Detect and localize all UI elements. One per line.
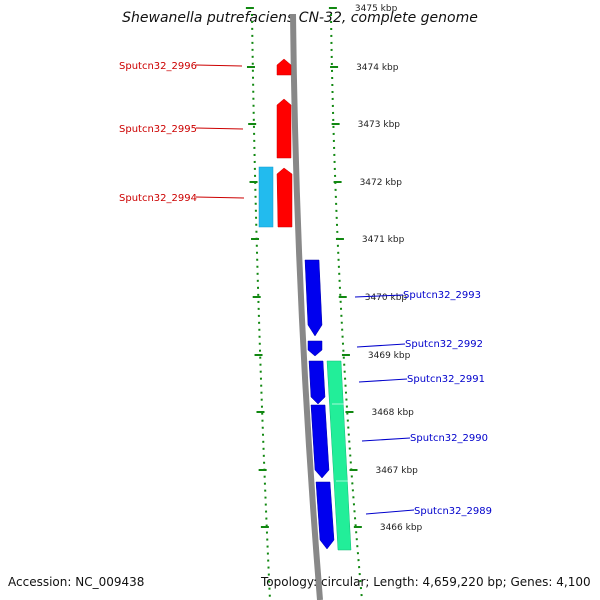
inner-ruler-ticks: [245, 7, 269, 528]
gene-arrow-sputcn32-2996[interactable]: [276, 58, 292, 76]
inner-ruler: [251, 13, 271, 600]
gene-label[interactable]: Sputcn32_2991: [407, 374, 485, 385]
gene-label[interactable]: Sputcn32_2995: [119, 124, 197, 135]
tick-label: 3473 kbp: [358, 120, 401, 130]
gene-arrow-sputcn32-2995[interactable]: [276, 98, 292, 159]
gene-arrow-sputcn32-2992[interactable]: [307, 340, 323, 357]
label-leaders: [195, 64, 415, 515]
gene-labels: Sputcn32_2996 Sputcn32_2995 Sputcn32_2994 S…: [119, 61, 492, 517]
tick-label: 3472 kbp: [360, 178, 403, 188]
tick-label: 3467 kbp: [375, 466, 418, 476]
accession-label: Accession: NC_009438: [8, 575, 145, 589]
gene-label[interactable]: Sputcn32_2990: [410, 433, 488, 444]
tick-label: 3474 kbp: [356, 63, 399, 73]
tick-label: 3468 kbp: [371, 408, 414, 418]
gene-label[interactable]: Sputcn32_2996: [119, 61, 197, 72]
genome-backbone: [290, 13, 323, 600]
gene-label[interactable]: Sputcn32_2989: [414, 506, 492, 517]
tick-labels: 3475 kbp 3474 kbp 3473 kbp 3472 kbp 3471 kbp…: [355, 4, 423, 533]
gene-arrow-sputcn32-2991[interactable]: [308, 360, 326, 405]
outer-ruler-ticks: [328, 7, 362, 528]
gene-label[interactable]: Sputcn32_2993: [403, 290, 481, 301]
gene-arrow-sputcn32-2993[interactable]: [304, 259, 323, 337]
gene-arrow-sputcn32-2990[interactable]: [310, 404, 330, 479]
feature-reverse-other[interactable]: [326, 360, 352, 551]
tick-label: 3469 kbp: [368, 351, 411, 361]
gene-label[interactable]: Sputcn32_2992: [405, 339, 483, 350]
tick-label: 3471 kbp: [362, 235, 405, 245]
tick-label: 3466 kbp: [380, 523, 423, 533]
feature-forward-other[interactable]: [258, 166, 274, 228]
gene-arrow-sputcn32-2989[interactable]: [315, 481, 335, 550]
gene-label[interactable]: Sputcn32_2994: [119, 193, 197, 204]
tick-label: 3470 kbp: [365, 293, 408, 303]
genome-summary: Topology: circular; Length: 4,659,220 bp…: [261, 575, 591, 589]
gene-arrow-sputcn32-2994[interactable]: [276, 167, 293, 228]
genome-title: Shewanella putrefaciens CN-32, complete …: [122, 10, 478, 26]
tick-label: 3475 kbp: [355, 4, 398, 14]
